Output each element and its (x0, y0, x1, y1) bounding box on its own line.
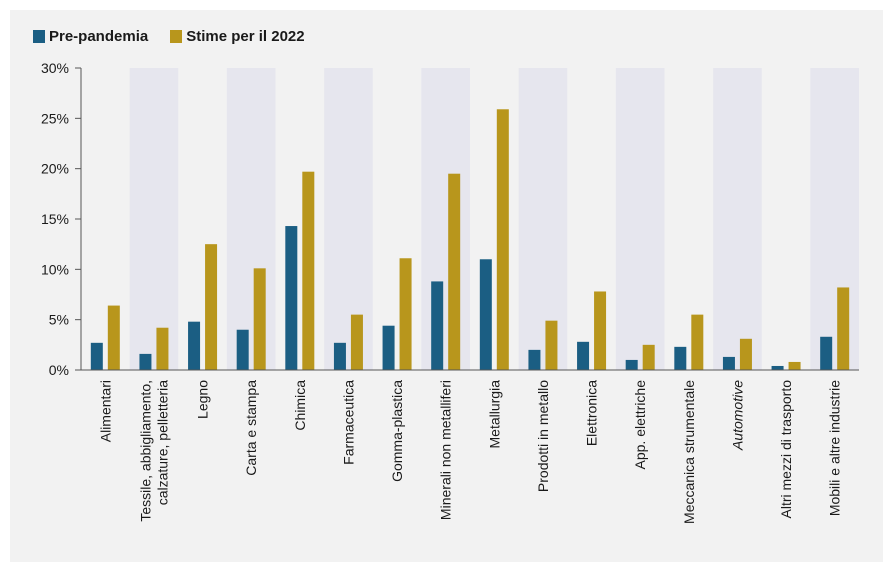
x-tick-label: Meccanica strumentale (681, 380, 697, 524)
bar-stime-2022 (253, 268, 266, 370)
bar-pre-pandemia (431, 281, 444, 370)
bar-pre-pandemia (285, 226, 298, 370)
bar-pre-pandemia (771, 365, 784, 370)
x-tick-label: Chimica (292, 380, 308, 431)
bar-stime-2022 (205, 244, 218, 370)
bar-pre-pandemia (90, 342, 103, 370)
x-tick-label: Minerali non metalliferi (438, 380, 454, 520)
bar-stime-2022 (691, 314, 704, 370)
bar-stime-2022 (739, 338, 752, 370)
x-tick-label: Metallurgia (486, 380, 502, 449)
bar-pre-pandemia (333, 342, 346, 370)
legend: Pre-pandemia Stime per il 2022 (33, 28, 327, 45)
bar-stime-2022 (399, 258, 412, 370)
bar-stime-2022 (496, 109, 509, 371)
category-band (129, 68, 179, 370)
y-tick-label: 15% (41, 211, 69, 227)
x-tick-label: Carta e stampa (243, 380, 259, 476)
bar-stime-2022 (837, 287, 850, 370)
bar-stime-2022 (302, 171, 315, 370)
x-tick-label: Altri mezzi di trasporto (778, 380, 794, 519)
x-tick-label: Alimentari (97, 380, 113, 442)
legend-label-pre-pandemia: Pre-pandemia (49, 28, 149, 45)
legend-item-stime-2022: Stime per il 2022 (170, 28, 305, 45)
y-tick-label: 5% (49, 312, 69, 328)
x-tick-label: Elettronica (584, 380, 600, 446)
category-band (810, 68, 859, 370)
x-tick-label: Mobili e altre industrie (827, 380, 843, 516)
x-tick-label: Automotive (729, 380, 745, 451)
x-tick-label: Prodotti in metallo (535, 380, 551, 492)
y-tick-label: 0% (49, 362, 69, 378)
legend-item-pre-pandemia: Pre-pandemia (33, 28, 148, 45)
bar-pre-pandemia (236, 329, 249, 370)
bar-stime-2022 (156, 327, 169, 370)
category-band (226, 68, 276, 370)
bar-pre-pandemia (479, 259, 492, 370)
legend-swatch-stime-2022 (170, 30, 183, 43)
bar-stime-2022 (448, 173, 461, 370)
legend-label-stime-2022: Stime per il 2022 (186, 28, 305, 45)
bar-stime-2022 (594, 291, 607, 370)
y-tick-label: 30% (41, 60, 69, 76)
category-band (421, 68, 470, 370)
bar-pre-pandemia (820, 336, 833, 370)
y-tick-label: 20% (41, 161, 69, 177)
y-tick-label: 10% (41, 261, 69, 277)
category-band (615, 68, 665, 370)
bar-stime-2022 (545, 320, 558, 370)
bar-pre-pandemia (382, 325, 395, 370)
x-tick-label: Legno (195, 380, 211, 419)
bar-pre-pandemia (528, 349, 541, 370)
bar-pre-pandemia (674, 346, 687, 370)
bar-pre-pandemia (577, 341, 590, 370)
bar-pre-pandemia (188, 321, 201, 370)
bar-pre-pandemia (625, 359, 638, 370)
category-band (713, 68, 762, 370)
x-tick-label: Farmaceutica (340, 380, 356, 465)
bar-stime-2022 (642, 344, 655, 370)
x-tick-label: Gomma-plastica (389, 380, 405, 482)
legend-swatch-pre-pandemia (33, 30, 45, 43)
bar-pre-pandemia (139, 353, 152, 370)
bar-stime-2022 (350, 314, 363, 370)
x-tick-label: Tessile, abbigliamento,calzature, pellet… (137, 380, 170, 522)
bar-stime-2022 (107, 305, 120, 370)
category-band (324, 68, 373, 370)
bar-stime-2022 (788, 361, 801, 370)
y-tick-label: 25% (41, 110, 69, 126)
category-band (518, 68, 568, 370)
x-tick-label: App. elettriche (632, 380, 648, 470)
bar-pre-pandemia (722, 356, 735, 370)
